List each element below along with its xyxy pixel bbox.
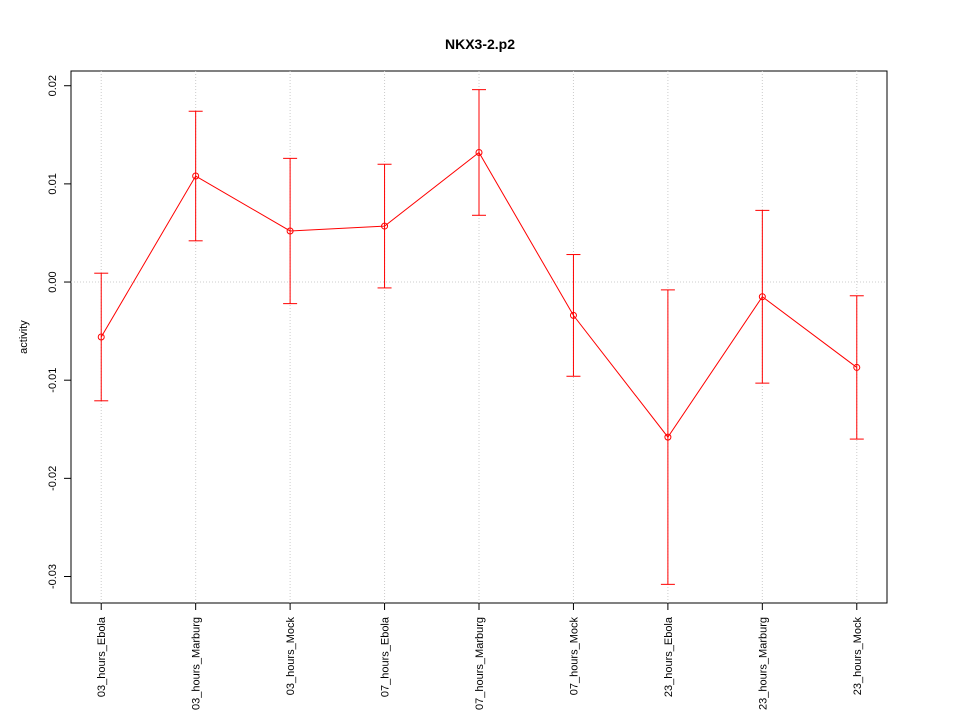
point <box>97 333 105 341</box>
y-tick-label: -0.03 <box>47 564 59 589</box>
x-tick-label: 07_hours_Ebola <box>380 616 392 697</box>
point <box>475 148 483 156</box>
point <box>758 293 766 301</box>
x-tick-label: 07_hours_Mock <box>568 617 580 696</box>
chart-title: NKX3-2.p2 <box>445 36 515 52</box>
point <box>569 311 577 319</box>
x-tick-label: 03_hours_Ebola <box>96 616 108 697</box>
point <box>381 222 389 230</box>
x-tick-label: 23_hours_Mock <box>852 617 864 696</box>
y-tick-label: -0.01 <box>47 368 59 393</box>
x-tick-label: 23_hours_Marburg <box>757 617 769 710</box>
y-tick-label: 0.02 <box>47 75 59 96</box>
x-tick-label: 03_hours_Marburg <box>191 617 203 710</box>
y-axis-label: activity <box>18 320 30 354</box>
y-tick-label: 0.01 <box>47 173 59 194</box>
x-tick-label: 07_hours_Marburg <box>474 617 486 710</box>
y-tick-label: -0.02 <box>47 466 59 491</box>
x-tick-label: 03_hours_Mock <box>285 617 297 696</box>
y-tick-label: 0.00 <box>47 271 59 292</box>
point <box>286 227 294 235</box>
x-tick-label: 23_hours_Ebola <box>663 616 675 697</box>
point <box>853 363 861 371</box>
point <box>192 172 200 180</box>
point <box>664 433 672 441</box>
